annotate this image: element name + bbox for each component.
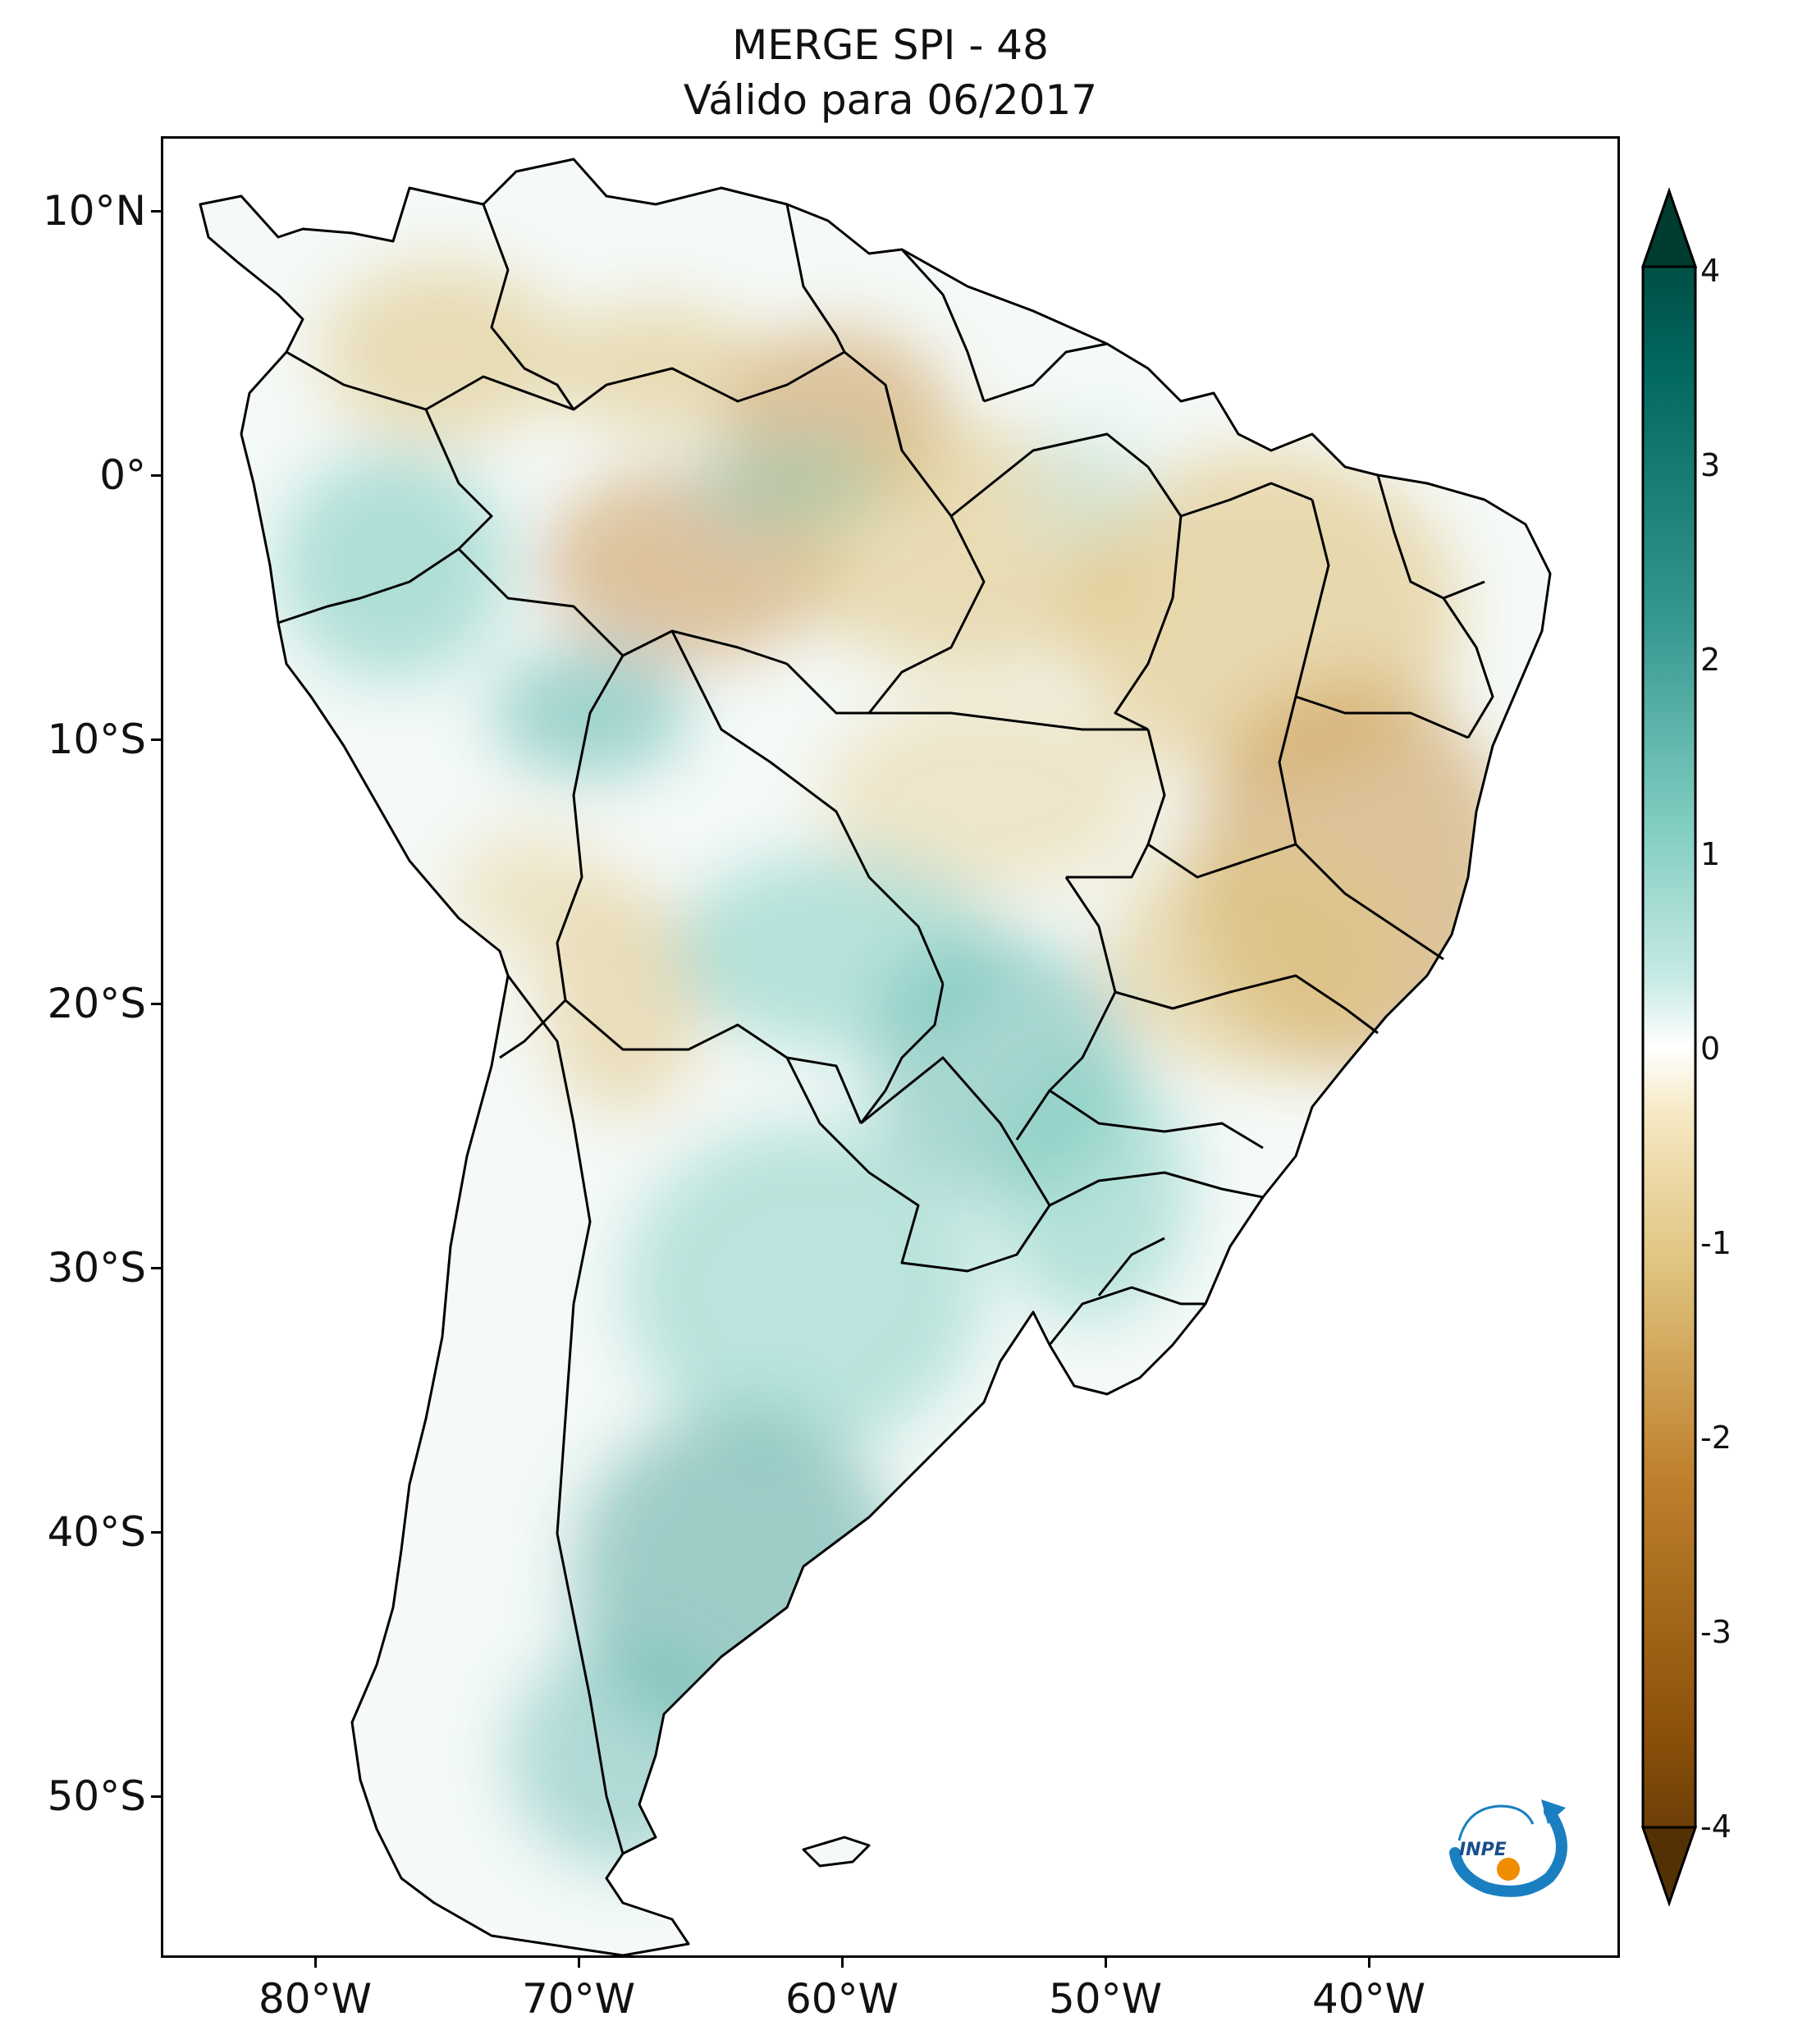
- map-area: INPE: [161, 136, 1620, 1958]
- lat-tick-50s: 50°S: [47, 1772, 146, 1820]
- colorbar-label-neg3: -3: [1700, 1614, 1732, 1650]
- lat-tickmark: [151, 1531, 161, 1534]
- lon-tick-40w: 40°W: [1311, 1975, 1426, 2023]
- lat-tick-20s: 20°S: [47, 980, 146, 1027]
- lon-tickmark: [314, 1958, 317, 1968]
- colorbar-label-4: 4: [1700, 253, 1721, 289]
- colorbar-label-neg4: -4: [1700, 1809, 1732, 1845]
- lat-tick-40s: 40°S: [47, 1508, 146, 1556]
- colorbar-label-neg1: -1: [1700, 1225, 1732, 1261]
- lon-tickmark: [841, 1958, 844, 1968]
- lon-tick-50w: 50°W: [1048, 1975, 1163, 2023]
- lon-tick-70w: 70°W: [521, 1975, 636, 2023]
- lat-tickmark: [151, 1267, 161, 1269]
- colorbar-label-0: 0: [1700, 1031, 1721, 1067]
- lat-tickmark: [151, 1795, 161, 1798]
- lat-tickmark: [151, 474, 161, 477]
- south-america-map: [199, 158, 1552, 1955]
- inpe-logo-text: INPE: [1459, 1840, 1507, 1860]
- map-subtitle: Válido para 06/2017: [683, 76, 1098, 124]
- colorbar-label-1: 1: [1700, 836, 1721, 872]
- colorbar-label-2: 2: [1700, 642, 1721, 678]
- lon-tickmark: [1105, 1958, 1107, 1968]
- colorbar-label-3: 3: [1700, 447, 1721, 483]
- lat-tick-0: 0°: [99, 451, 146, 499]
- inpe-logo: INPE: [1449, 1799, 1567, 1897]
- lon-tick-60w: 60°W: [785, 1975, 899, 2023]
- lon-tick-80w: 80°W: [258, 1975, 373, 2023]
- lat-tick-10s: 10°S: [47, 716, 146, 763]
- lat-tick-10n: 10°N: [42, 187, 146, 235]
- lon-tickmark: [578, 1958, 580, 1968]
- lat-tickmark: [151, 1003, 161, 1005]
- colorbar-label-neg2: -2: [1700, 1420, 1732, 1456]
- lat-tick-30s: 30°S: [47, 1244, 146, 1292]
- map-title: MERGE SPI - 48: [732, 21, 1049, 69]
- lat-tickmark: [151, 738, 161, 741]
- lat-tickmark: [151, 210, 161, 213]
- colorbar: [1641, 187, 1698, 1907]
- lon-tickmark: [1368, 1958, 1370, 1968]
